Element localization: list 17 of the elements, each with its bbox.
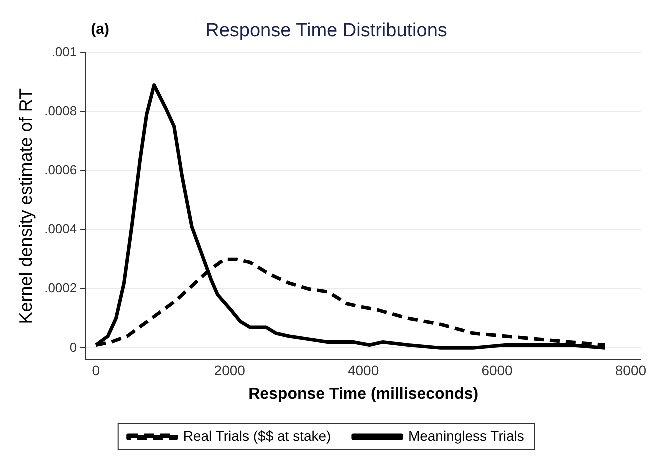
y-tick-label: .0004: [44, 222, 78, 237]
text: (a): [91, 21, 110, 38]
y-tick-label: 0: [70, 340, 78, 355]
x-tick-label: 6000: [482, 362, 514, 378]
x-axis-title: Response Time (milliseconds): [248, 386, 479, 403]
y-tick-label: .0008: [44, 103, 78, 118]
x-tick-label: 4000: [348, 362, 380, 378]
y-tick-label: .0002: [44, 280, 78, 296]
x-tick-label: 0: [92, 362, 100, 378]
y-tick-label: .001: [52, 44, 78, 60]
y-tick-label: .0006: [44, 162, 78, 178]
chart-title: Response Time Distributions: [206, 20, 448, 42]
x-tick-label: 8000: [615, 362, 647, 378]
legend-label: Meaningless Trials: [408, 428, 524, 444]
y-axis-title: Kernel density estimate of RT: [16, 88, 36, 324]
x-tick-label: 2000: [214, 362, 246, 378]
legend-label: Real Trials ($$ at stake): [183, 428, 332, 444]
